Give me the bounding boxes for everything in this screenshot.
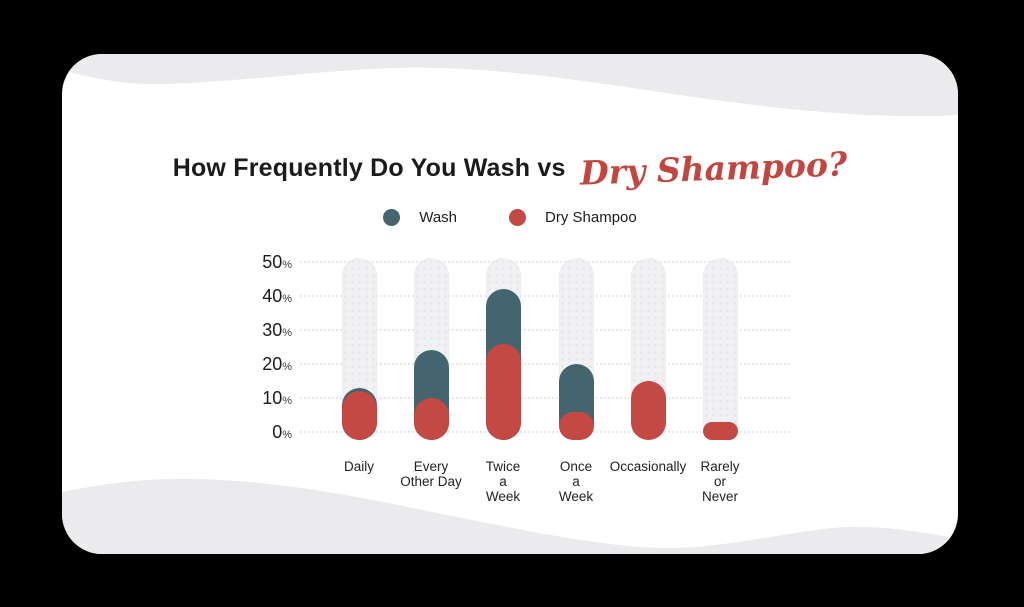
wash-legend-dot-icon bbox=[383, 208, 401, 226]
legend-item-dry-shampoo: Dry Shampoo bbox=[509, 208, 637, 226]
infographic-card: How Frequently Do You Wash vs Dry Shampo… bbox=[62, 54, 958, 554]
y-tick-unit: % bbox=[282, 293, 292, 305]
y-tick-value: 40 bbox=[262, 286, 283, 306]
legend-label: Dry Shampoo bbox=[545, 208, 637, 226]
x-axis-label-daily: Daily bbox=[343, 459, 374, 474]
y-tick-unit: % bbox=[282, 327, 292, 339]
y-axis-tick-40: 40% bbox=[192, 286, 292, 309]
y-tick-value: 50 bbox=[262, 252, 283, 272]
bar-track bbox=[702, 258, 738, 440]
gridline-10pct bbox=[300, 397, 790, 399]
y-tick-value: 20 bbox=[262, 354, 283, 374]
chart-legend: Wash Dry Shampoo bbox=[62, 206, 958, 228]
gridline-40pct bbox=[300, 295, 790, 297]
gridline-50pct bbox=[300, 261, 790, 263]
x-axis-label-once-a-week: Once a Week bbox=[558, 459, 594, 504]
legend-label: Wash bbox=[419, 208, 458, 226]
x-axis-label-twice-a-week: Twice a Week bbox=[485, 459, 521, 504]
bar-dry-shampoo-twice-a-week bbox=[485, 343, 521, 440]
gridline-20pct bbox=[300, 363, 790, 365]
dry-shampoo-legend-dot-icon bbox=[509, 208, 527, 226]
y-axis-tick-20: 20% bbox=[192, 354, 292, 377]
bar-dry-shampoo-rarely-or-never bbox=[702, 421, 738, 440]
y-axis-tick-50: 50% bbox=[192, 252, 292, 275]
y-tick-unit: % bbox=[282, 395, 292, 407]
x-axis-label-every-other-day: Every Other Day bbox=[400, 459, 462, 489]
y-axis-tick-30: 30% bbox=[192, 320, 292, 343]
y-tick-unit: % bbox=[282, 429, 292, 441]
y-tick-value: 0 bbox=[272, 422, 283, 442]
bar-dry-shampoo-once-a-week bbox=[558, 411, 594, 440]
y-axis-tick-10: 10% bbox=[192, 388, 292, 411]
gridline-30pct bbox=[300, 329, 790, 331]
bar-dry-shampoo-every-other-day bbox=[413, 398, 449, 440]
chart-title-main: How Frequently Do You Wash vs bbox=[172, 154, 566, 182]
bar-dry-shampoo-daily bbox=[341, 391, 377, 440]
bar-dry-shampoo-occasionally bbox=[630, 381, 666, 440]
y-tick-value: 30 bbox=[262, 320, 283, 340]
y-tick-unit: % bbox=[282, 259, 292, 271]
x-axis-label-rarely-or-never: Rarely or Never bbox=[700, 459, 740, 504]
legend-item-wash: Wash bbox=[383, 208, 458, 226]
y-tick-unit: % bbox=[282, 361, 292, 373]
y-axis-tick-0: 0% bbox=[192, 422, 292, 445]
y-tick-value: 10 bbox=[262, 388, 283, 408]
chart-title: How Frequently Do You Wash vs Dry Shampo… bbox=[62, 144, 958, 192]
bar-chart-area: 50% 40% 30% 20% 10% 0% Daily Every Other Day Twi… bbox=[62, 54, 958, 554]
x-axis-label-occasionally: Occasionally bbox=[609, 459, 687, 474]
gridline-0pct bbox=[300, 431, 790, 433]
